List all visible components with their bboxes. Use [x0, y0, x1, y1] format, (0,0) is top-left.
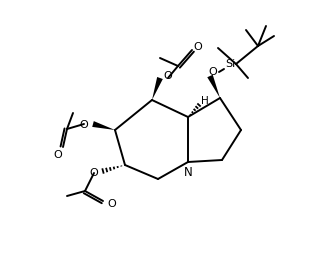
Text: O: O — [90, 168, 98, 178]
Text: N: N — [184, 166, 192, 179]
Text: O: O — [80, 120, 88, 130]
Text: H: H — [201, 96, 209, 106]
Text: O: O — [209, 67, 217, 77]
Text: O: O — [194, 42, 202, 52]
Polygon shape — [152, 77, 163, 100]
Text: O: O — [54, 150, 62, 160]
Polygon shape — [207, 75, 220, 98]
Text: Si: Si — [225, 59, 235, 69]
Text: O: O — [108, 199, 117, 209]
Polygon shape — [92, 121, 115, 130]
Text: O: O — [164, 71, 172, 81]
